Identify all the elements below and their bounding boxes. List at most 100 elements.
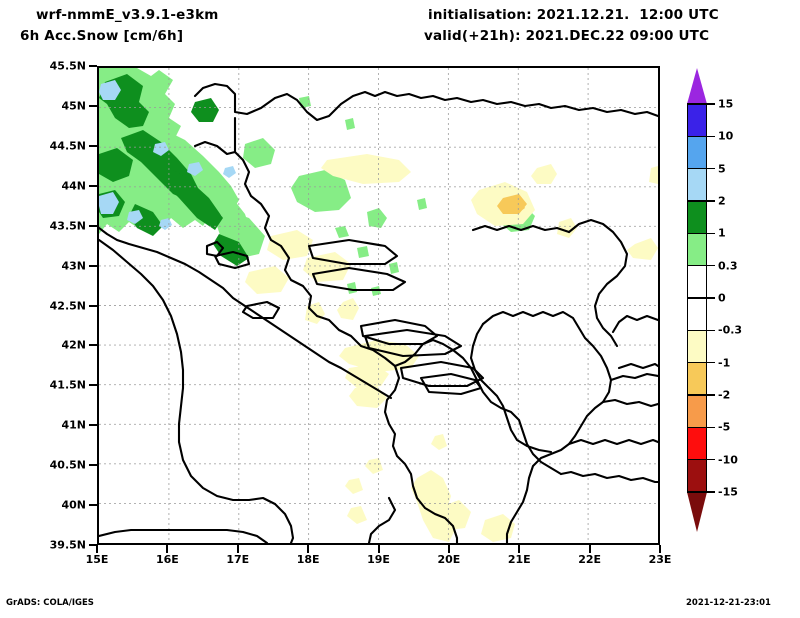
colorbar-separator xyxy=(687,200,707,202)
colorbar-separator xyxy=(687,426,707,429)
colorbar-band xyxy=(687,395,707,428)
border-greece-bulgaria xyxy=(567,362,658,446)
colorbar-separator xyxy=(687,167,707,170)
colorbar-separator xyxy=(687,135,707,138)
colorbar-tickmark xyxy=(707,394,715,396)
lon-tick-label: 19E xyxy=(367,553,390,566)
footer-timestamp: 2021-12-21-23:01 xyxy=(686,598,771,608)
lon-tickmark xyxy=(588,545,591,553)
colorbar-separator xyxy=(687,394,707,396)
melt-patch-yellow-n xyxy=(345,478,363,494)
lon-tickmark xyxy=(96,545,98,553)
colorbar-tick-label: 5 xyxy=(718,162,726,176)
lat-tickmark xyxy=(89,544,97,546)
snow-patch-lightblue-e xyxy=(127,210,143,224)
colorbar-tickmark xyxy=(707,426,715,429)
colorbar-band xyxy=(687,265,707,298)
melt-patch-yellow-g xyxy=(337,298,359,320)
colorbar-tickmark xyxy=(707,329,715,332)
snow-patch-lightblue-b xyxy=(99,192,119,214)
colorbar-tick-label: 0 xyxy=(718,291,726,305)
lat-tickmark xyxy=(89,464,97,467)
colorbar-tick-label: -10 xyxy=(718,453,738,467)
colorbar-band xyxy=(687,136,707,169)
melt-patch-yellow-se2 xyxy=(627,238,658,260)
colorbar-band xyxy=(687,330,707,363)
snow-patch-lightgreen-spk-a xyxy=(335,226,349,238)
colorbar-tickmark xyxy=(707,232,715,235)
colorbar-tickmark xyxy=(707,264,715,267)
colorbar-tick-label: -5 xyxy=(718,420,731,434)
lon-tick-label: 16E xyxy=(155,553,179,566)
lon-tick-label: 21E xyxy=(507,553,531,566)
lat-tick-label: 42.5N xyxy=(49,299,86,312)
island-brac xyxy=(359,318,439,346)
snow-patch-lightblue-a xyxy=(99,80,121,100)
snow-patch-darkgreen-core4 xyxy=(163,164,223,230)
snow-patch-lightgreen-spk-c xyxy=(389,262,399,274)
border-north-chain xyxy=(193,82,658,122)
border-bosnia-se xyxy=(393,338,563,476)
melt-patch-yellow-c xyxy=(303,252,351,282)
lon-tick-label: 23E xyxy=(648,553,672,566)
melt-patch-yellow-p xyxy=(354,388,369,402)
lon-tick-label: 17E xyxy=(226,553,250,566)
melt-patch-yellow-se1 xyxy=(649,166,658,184)
lat-tickmark xyxy=(89,224,97,227)
lat-tickmark xyxy=(89,384,97,387)
lat-tick-label: 41.5N xyxy=(49,378,86,392)
lat-tickmark xyxy=(89,504,97,507)
coastline-italy-east xyxy=(99,238,295,543)
colorbar-cap-bottom xyxy=(687,492,707,532)
melt-patch-yellow-albania2 xyxy=(439,500,471,530)
island-cres xyxy=(205,240,225,258)
lon-tick-label: 15E xyxy=(85,553,109,566)
lon-tickmark xyxy=(659,545,661,553)
coastline-greece-nw xyxy=(367,496,397,543)
lon-tickmark xyxy=(518,545,521,553)
lon-tickmark xyxy=(447,545,450,553)
melt-patch-yellow-se3 xyxy=(557,218,577,238)
colorbar-tick-label: -15 xyxy=(718,485,738,499)
colorbar-separator xyxy=(687,491,707,493)
colorbar-cap-top xyxy=(687,68,707,104)
snow-patch-darkgreen-core3 xyxy=(99,148,133,182)
colorbar-band xyxy=(687,298,707,331)
lat-tickmark xyxy=(89,424,97,427)
model-title: wrf-nmmE_v3.9.1-e3km xyxy=(36,7,219,23)
map-graphics xyxy=(99,68,658,543)
lat-tick-label: 42N xyxy=(61,338,86,352)
border-croatia-inland xyxy=(193,116,397,368)
colorbar-tick-label: -1 xyxy=(718,356,731,370)
initialisation-time: initialisation: 2021.12.21. 12:00 UTC xyxy=(428,7,719,23)
lat-tick-label: 44.5N xyxy=(49,139,86,153)
colorbar-tick-label: -0.3 xyxy=(718,323,743,337)
lat-tick-label: 44N xyxy=(61,179,86,193)
melt-patch-yellow-f xyxy=(531,164,557,184)
lat-tickmark xyxy=(89,104,97,107)
island-dugi xyxy=(307,238,399,266)
lat-tick-label: 39.5N xyxy=(49,538,86,552)
melt-patch-yellow-j xyxy=(345,364,389,388)
lat-tickmark xyxy=(89,144,97,147)
colorbar-separator xyxy=(687,361,707,364)
snow-patch-lightgreen-spk-f xyxy=(347,282,357,294)
border-kosovo xyxy=(481,310,613,543)
colorbar-tickmark xyxy=(707,103,715,105)
colorbar-separator xyxy=(687,458,707,461)
colorbar-band xyxy=(687,459,707,492)
melt-patch-yellow-d xyxy=(245,266,289,294)
lat-tickmark xyxy=(89,65,97,67)
colorbar-separator xyxy=(687,103,707,105)
snow-patch-darkgreen-core8 xyxy=(213,234,249,266)
lat-tick-label: 45.5N xyxy=(49,59,86,73)
colorbar-tick-label: 10 xyxy=(718,129,734,143)
lat-tickmark xyxy=(89,344,97,347)
colorbar-tick-label: 1 xyxy=(718,226,726,240)
field-title: 6h Acc.Snow [cm/6h] xyxy=(20,28,184,44)
colorbar-tick-label: 15 xyxy=(718,97,734,111)
lat-tick-label: 40N xyxy=(61,498,86,512)
valid-time: valid(+21h): 2021.DEC.22 09:00 UTC xyxy=(424,28,710,44)
lon-tick-label: 22E xyxy=(578,553,602,566)
